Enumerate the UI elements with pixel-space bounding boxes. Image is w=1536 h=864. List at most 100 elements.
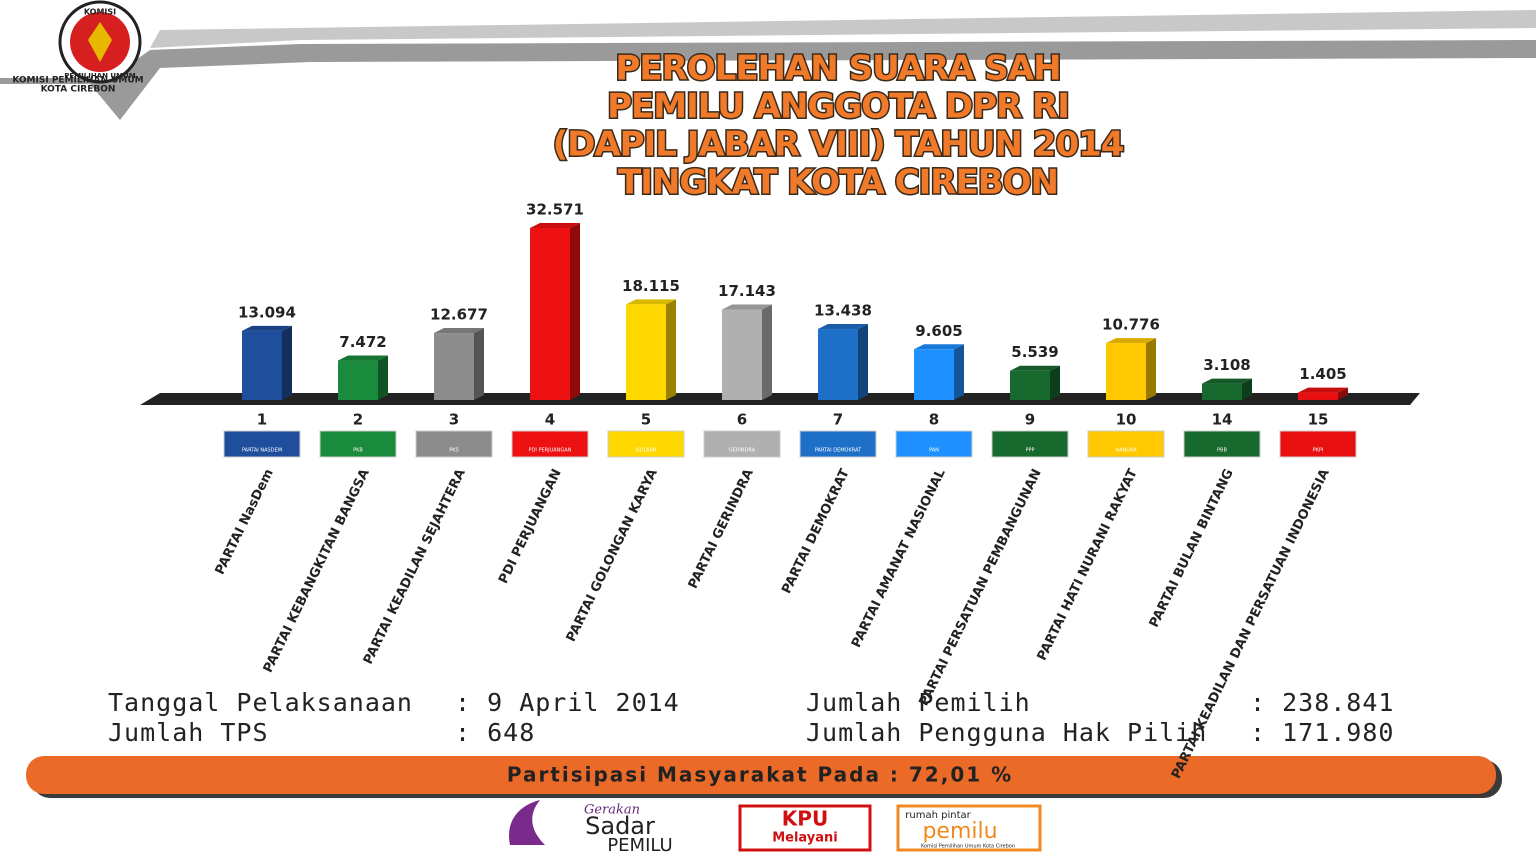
value-label: 5.539 (1011, 343, 1058, 361)
info-label: Jumlah Pengguna Hak Pilih (806, 718, 1207, 747)
rumah-text: Komisi Pemilihan Umum Kota Cirebon (921, 844, 1015, 850)
info-value: : 238.841 (1250, 688, 1394, 717)
party-logo (223, 430, 301, 458)
party-logo (1183, 430, 1261, 458)
value-label: 9.605 (915, 322, 962, 340)
logo-caption: KOTA CIREBON (41, 85, 116, 95)
party-number: 9 (1025, 411, 1035, 429)
party-number: 14 (1212, 411, 1233, 429)
bar-top (1298, 387, 1348, 393)
party-logo (511, 430, 589, 458)
bar (1202, 383, 1242, 400)
bar-top (1010, 365, 1060, 371)
party-logo-text: GOLKAR (636, 448, 657, 454)
bar-side (474, 328, 484, 400)
bar (530, 228, 570, 400)
bar-top (338, 355, 388, 361)
bar-side (1146, 338, 1156, 400)
bar-top (242, 325, 292, 331)
bar (1298, 392, 1338, 400)
bar (818, 329, 858, 400)
rumah-text: rumah pintar (905, 810, 971, 821)
party-number: 1 (257, 411, 267, 429)
chart-title: PEMILU ANGGOTA DPR RI (607, 87, 1069, 127)
party-logo (703, 430, 781, 458)
sadar-text: PEMILU (607, 835, 672, 856)
bar-top (626, 299, 676, 305)
bar (722, 309, 762, 400)
value-label: 13.438 (814, 302, 872, 320)
party-number: 15 (1308, 411, 1329, 429)
party-number: 8 (929, 411, 939, 429)
bar-top (818, 324, 868, 330)
sadar-icon (509, 800, 545, 845)
bar-side (378, 355, 388, 400)
party-logo (319, 430, 397, 458)
bar (1106, 343, 1146, 400)
party-logo-text: PBB (1217, 448, 1227, 454)
party-logo-text: GERINDRA (729, 448, 756, 454)
party-logo-text: PARTAI NASDEM (242, 448, 282, 454)
bar-top (914, 344, 964, 350)
party-logo (415, 430, 493, 458)
bar-side (1050, 365, 1060, 400)
header-swoosh-light (150, 10, 1536, 48)
bar (914, 349, 954, 400)
logo-top: KOMISI (84, 8, 116, 17)
info-label: Jumlah Pemilih (806, 688, 1031, 717)
bar-top (530, 223, 580, 228)
info-label: Tanggal Pelaksanaan (108, 688, 413, 717)
party-logo-text: PKB (353, 448, 363, 454)
chart-title: PEROLEHAN SUARA SAH (615, 49, 1060, 89)
info-label: Jumlah TPS (108, 718, 269, 747)
bar-side (570, 223, 580, 400)
bar (1010, 370, 1050, 400)
bar-side (858, 324, 868, 400)
bar-top (1202, 378, 1252, 384)
party-logo-text: PAN (929, 448, 939, 454)
bar-side (762, 304, 772, 400)
bar (434, 333, 474, 400)
bar-side (666, 299, 676, 400)
party-logo (607, 430, 685, 458)
header-swoosh (0, 40, 1536, 120)
bar (338, 360, 378, 400)
participation-bar (26, 756, 1496, 794)
party-logo-text: PPP (1025, 448, 1034, 454)
logo-caption: KOMISI PEMILIHAN UMUM (12, 76, 143, 86)
kpu-text: KPU (782, 807, 828, 831)
kpu-box (738, 804, 872, 852)
bar-side (1338, 387, 1348, 400)
chart-title: TINGKAT KOTA CIREBON (618, 163, 1058, 203)
bar (242, 330, 282, 400)
party-number: 2 (353, 411, 363, 429)
rumah-box (896, 804, 1042, 852)
party-logo (895, 430, 973, 458)
party-logo-text: PKPI (1313, 448, 1324, 454)
party-logo (991, 430, 1069, 458)
party-number: 4 (545, 411, 555, 429)
bar-top (1106, 338, 1156, 344)
bar-side (954, 344, 964, 400)
bar-side (282, 325, 292, 400)
value-label: 18.115 (622, 277, 680, 295)
bar-side (1242, 378, 1252, 400)
value-label: 3.108 (1203, 356, 1250, 374)
value-label: 32.571 (526, 201, 584, 219)
bar-top (434, 328, 484, 334)
party-number: 6 (737, 411, 747, 429)
party-number: 5 (641, 411, 651, 429)
value-label: 1.405 (1299, 365, 1346, 383)
info-value: : 9 April 2014 (455, 688, 680, 717)
party-logo-text: PARTAI DEMOKRAT (815, 448, 862, 454)
value-label: 12.677 (430, 306, 488, 324)
bar (626, 304, 666, 400)
party-number: 7 (833, 411, 843, 429)
bar-top (722, 304, 772, 310)
value-label: 7.472 (339, 333, 386, 351)
party-number: 10 (1116, 411, 1137, 429)
rumah-text: pemilu (922, 819, 997, 844)
chart-title: (DAPIL JABAR VIII) TAHUN 2014 (553, 125, 1124, 165)
party-logo-text: PDI PERJUANGAN (529, 448, 572, 454)
